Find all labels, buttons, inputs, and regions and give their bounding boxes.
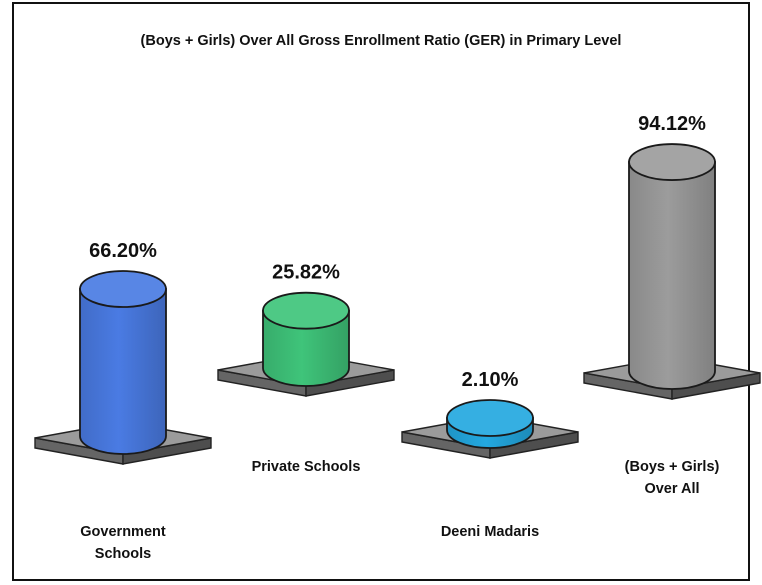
chart-title: (Boys + Girls) Over All Gross Enrollment… — [140, 33, 622, 49]
category-label-4-line-2: Over All — [644, 481, 699, 497]
category-label-2: Private Schools — [252, 459, 361, 475]
value-label-1: 66.20% — [89, 240, 157, 262]
bar-top-2 — [262, 291, 350, 330]
bar-top-1 — [79, 270, 167, 308]
category-label-3: Deeni Madaris — [441, 524, 539, 540]
value-label-3: 2.10% — [462, 369, 519, 391]
value-label-4: 94.12% — [638, 113, 706, 135]
bar-top-4 — [628, 143, 716, 181]
bar-top-3 — [446, 399, 534, 437]
value-label-2: 25.82% — [272, 262, 340, 284]
category-label-4-line-1: (Boys + Girls) — [625, 459, 720, 475]
category-label-1-line-2: Schools — [95, 546, 151, 562]
bar-1 — [79, 288, 167, 455]
category-label-1-line-1: Government — [80, 524, 166, 540]
bar-4 — [628, 161, 716, 390]
bar-2 — [262, 309, 350, 387]
